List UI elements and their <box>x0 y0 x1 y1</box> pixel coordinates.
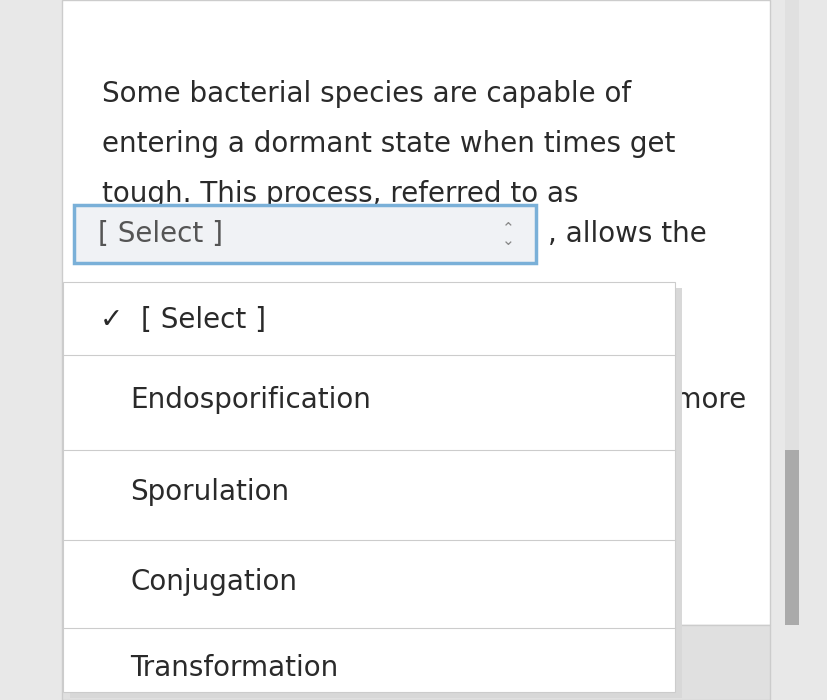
Text: Transformation: Transformation <box>130 654 338 682</box>
Text: ⌃
⌄: ⌃ ⌄ <box>502 220 514 248</box>
Text: Sporulation: Sporulation <box>130 478 289 506</box>
Text: [ Select ]: [ Select ] <box>98 220 223 248</box>
Text: ✓  [ Select ]: ✓ [ Select ] <box>100 306 266 334</box>
Text: Conjugation: Conjugation <box>130 568 297 596</box>
Text: 1: 1 <box>72 478 89 506</box>
Text: Some bacterial species are capable of: Some bacterial species are capable of <box>102 80 631 108</box>
Text: entering a dormant state when times get: entering a dormant state when times get <box>102 130 676 158</box>
Bar <box>785 0 799 625</box>
Bar <box>74 205 536 263</box>
Text: Endosporification: Endosporification <box>130 386 370 414</box>
Bar <box>62 0 770 625</box>
Bar <box>63 282 675 692</box>
Bar <box>62 625 770 700</box>
Text: I: I <box>72 306 80 334</box>
Bar <box>70 288 682 698</box>
Text: , allows the: , allows the <box>548 220 707 248</box>
Text: il more: il more <box>650 386 746 414</box>
Text: tough. This process, referred to as: tough. This process, referred to as <box>102 180 579 208</box>
Bar <box>785 450 799 625</box>
